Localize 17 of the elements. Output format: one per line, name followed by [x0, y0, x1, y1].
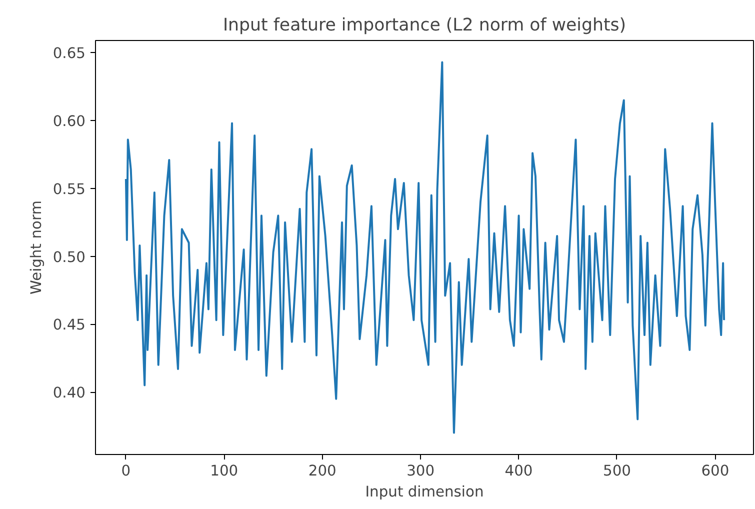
x-tick-label: 600 — [701, 462, 730, 480]
x-tick-label: 300 — [406, 462, 435, 480]
x-tick-label: 400 — [504, 462, 533, 480]
y-axis-title: Weight norm — [28, 200, 45, 295]
y-tick-label: 0.65 — [52, 45, 86, 62]
x-tick-label: 100 — [210, 462, 238, 480]
y-tick-label: 0.55 — [52, 180, 86, 198]
line-series — [124, 61, 726, 434]
x-tick-label: 500 — [603, 462, 631, 480]
x-tick-label: 0 — [121, 462, 131, 480]
y-tick-label: 0.50 — [52, 248, 86, 266]
y-tick-label: 0.40 — [52, 384, 86, 402]
y-tick-label: 0.60 — [52, 113, 86, 130]
x-axis-title: Input dimension — [365, 484, 484, 500]
y-tick-label: 0.45 — [52, 316, 86, 334]
x-tick-label: 200 — [308, 462, 336, 480]
chart-title: Input feature importance (L2 norm of weights) — [222, 16, 626, 36]
